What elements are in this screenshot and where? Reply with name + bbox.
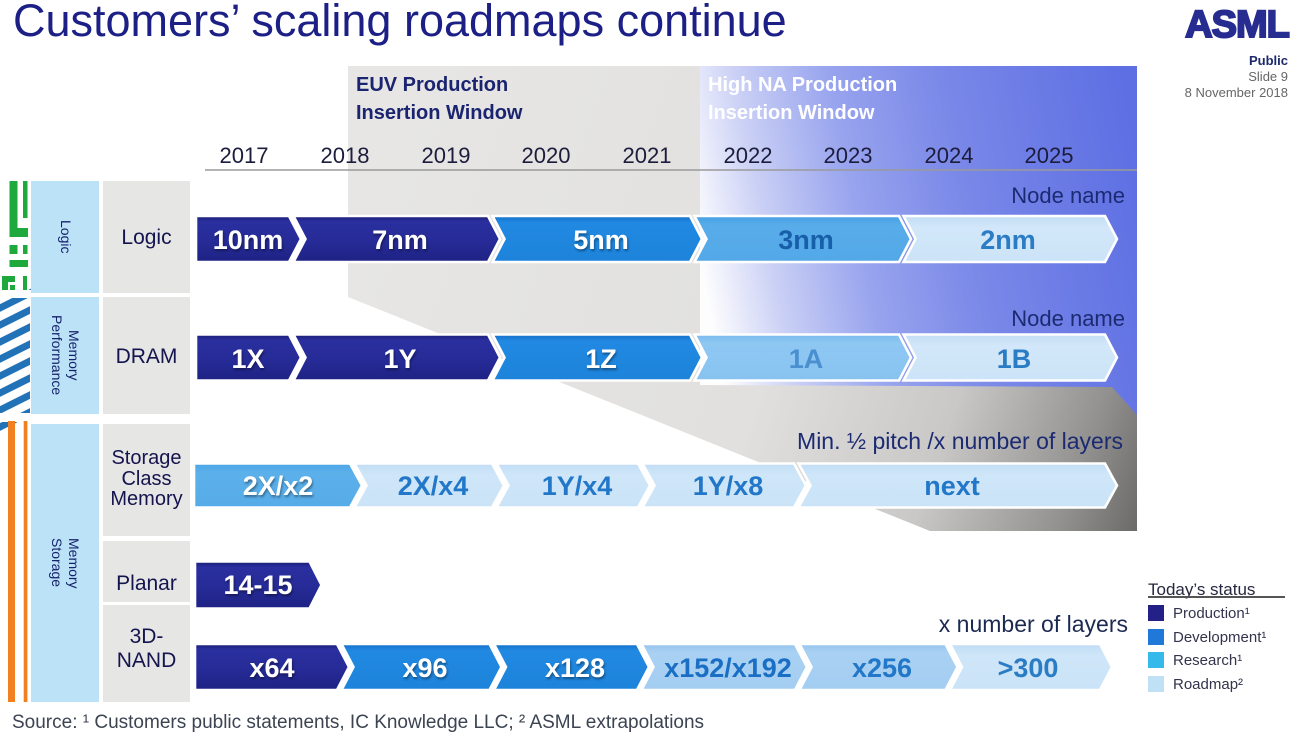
- svg-text:ASML: ASML: [1185, 6, 1289, 46]
